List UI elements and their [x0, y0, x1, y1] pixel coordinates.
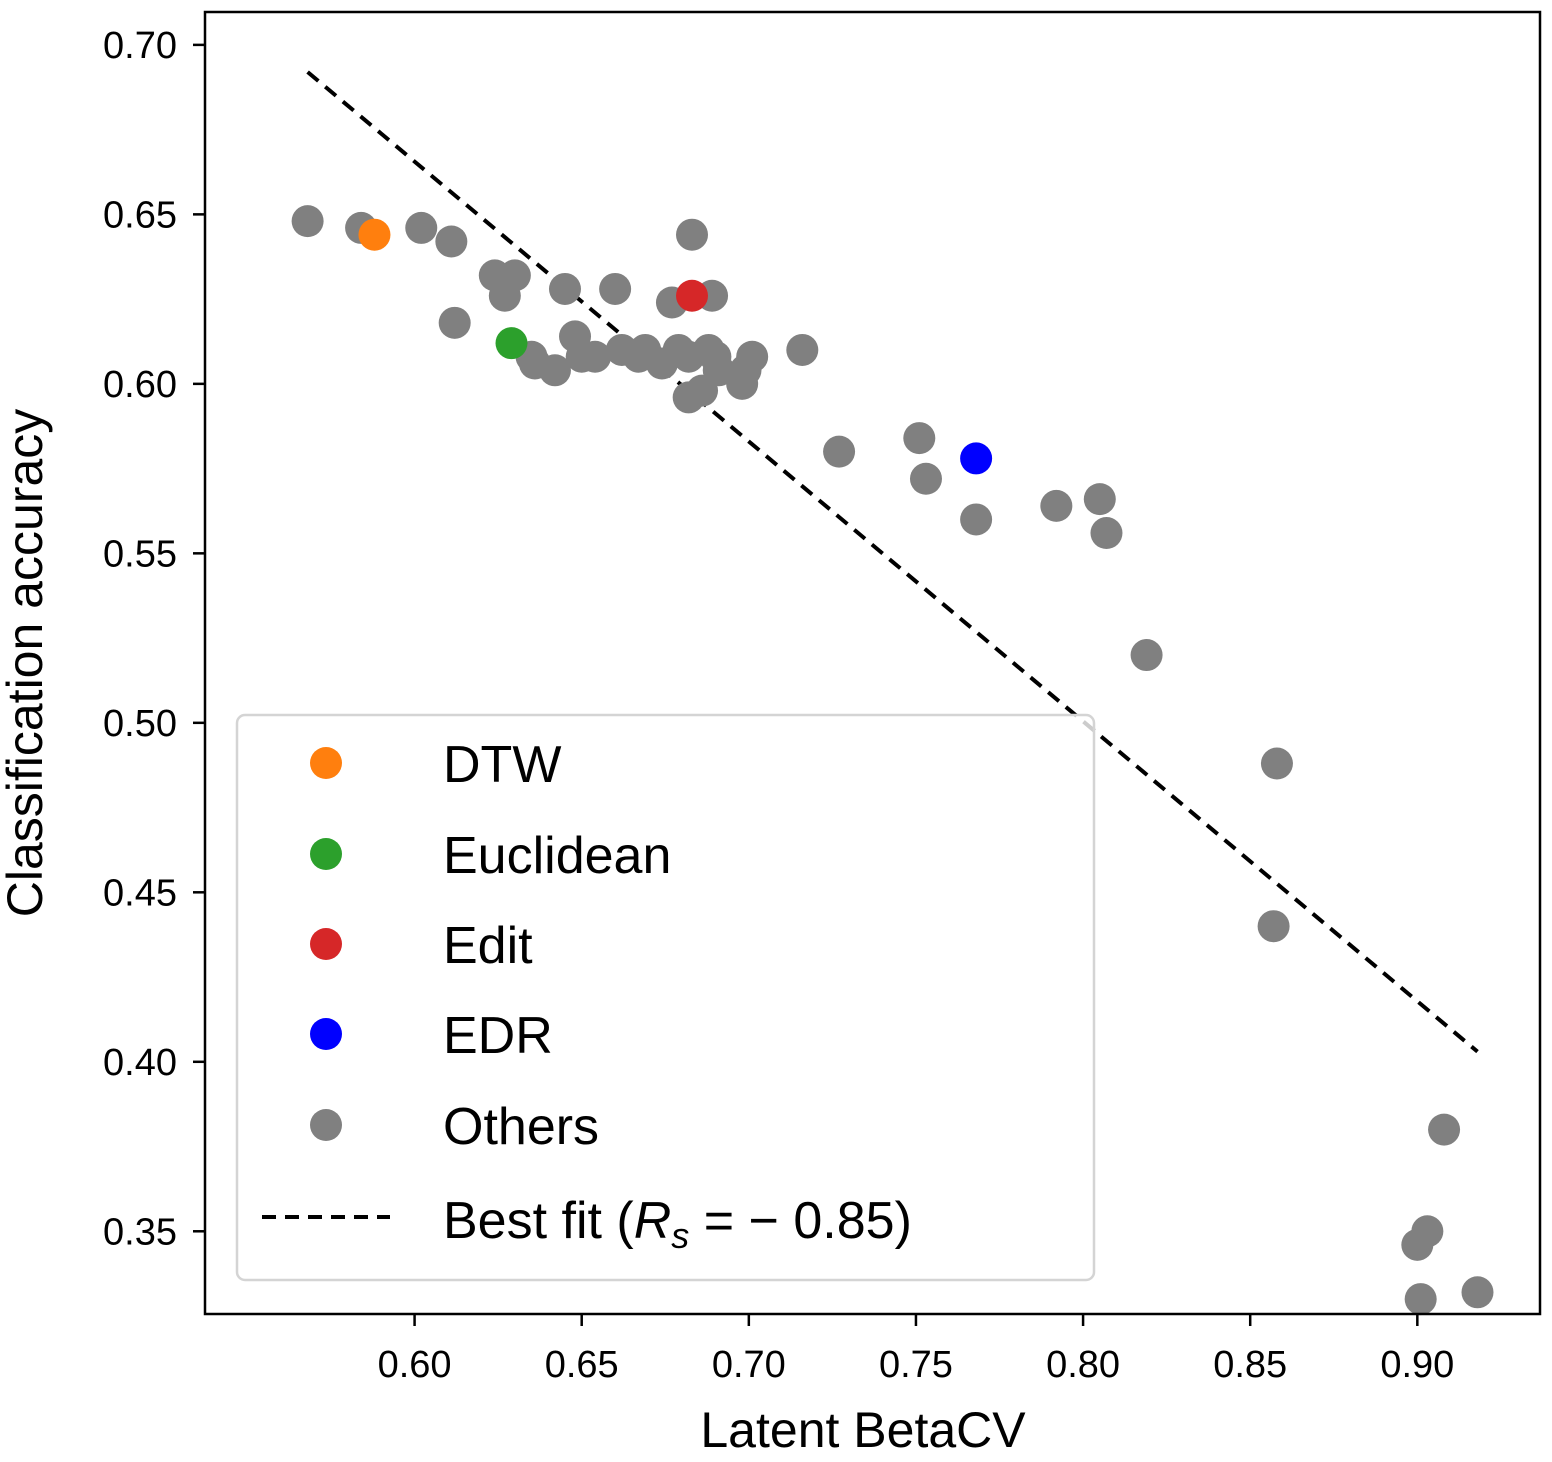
plot-frame	[203, 10, 1542, 1316]
y-tick-label: 0.40	[103, 1042, 177, 1084]
data-points	[291, 205, 1494, 1316]
point-others	[291, 205, 324, 238]
x-tick-label: 0.70	[712, 1344, 786, 1386]
y-axis-label: Classification accuracy	[0, 409, 53, 918]
point-others	[960, 503, 993, 536]
legend-fit-eq: =	[689, 1192, 748, 1250]
point-dtw	[358, 218, 391, 251]
point-others	[538, 354, 571, 387]
legend: DTW Euclidean Edit EDR Others Best fit (Rs =…	[235, 713, 1096, 1282]
point-others	[1428, 1113, 1461, 1146]
legend-label-edr: EDR	[443, 1007, 553, 1065]
legend-label-others: Others	[443, 1098, 599, 1156]
legend-marker-others	[310, 1109, 342, 1141]
point-others	[702, 354, 735, 387]
legend-fit-label: Best fit (Rs = − 0.85)	[443, 1192, 912, 1256]
point-others	[676, 218, 709, 251]
point-others	[1257, 910, 1290, 943]
legend-fit-prefix: Best fit (	[443, 1192, 634, 1250]
point-others	[435, 225, 468, 258]
x-tick-label: 0.85	[1213, 1344, 1287, 1386]
point-others	[1083, 483, 1116, 516]
point-others	[498, 259, 531, 292]
legend-fit-var: R	[634, 1192, 672, 1250]
x-tick-label: 0.60	[378, 1344, 452, 1386]
x-axis-ticks: 0.60 0.65 0.70 0.75 0.80 0.85 0.90	[378, 1314, 1454, 1386]
x-tick-label: 0.75	[879, 1344, 953, 1386]
point-euclidean	[495, 327, 528, 360]
point-others	[548, 272, 581, 305]
point-others	[579, 340, 612, 373]
legend-marker-dtw	[310, 747, 342, 779]
point-others	[903, 422, 936, 455]
point-others	[823, 435, 856, 468]
legend-label-euclidean: Euclidean	[443, 827, 671, 885]
point-others	[909, 462, 942, 495]
y-tick-label: 0.45	[103, 872, 177, 914]
legend-fit-value: − 0.85	[749, 1192, 895, 1250]
point-others	[1040, 489, 1073, 522]
x-axis-label: Latent BetaCV	[700, 1402, 1026, 1458]
point-others	[1090, 517, 1123, 550]
legend-marker-euclidean	[310, 838, 342, 870]
point-others	[405, 211, 438, 244]
point-edit	[676, 279, 709, 312]
fit-line-layer	[306, 70, 1479, 1054]
point-others	[1461, 1276, 1494, 1309]
x-tick-label: 0.90	[1380, 1344, 1454, 1386]
legend-entries: DTW Euclidean Edit EDR Others	[310, 736, 671, 1156]
y-tick-label: 0.70	[103, 25, 177, 67]
best-fit-line	[306, 70, 1479, 1054]
point-others	[736, 340, 769, 373]
point-others	[1260, 747, 1293, 780]
point-others	[786, 333, 819, 366]
y-axis-ticks: 0.35 0.40 0.45 0.50 0.55 0.60 0.65 0.70	[103, 25, 205, 1253]
y-tick-label: 0.55	[103, 533, 177, 575]
legend-box	[235, 713, 1096, 1282]
point-edr	[960, 442, 993, 475]
y-tick-label: 0.50	[103, 703, 177, 745]
legend-marker-edr	[310, 1018, 342, 1050]
point-others	[1130, 639, 1163, 672]
legend-label-edit: Edit	[443, 917, 533, 975]
legend-fit-sub: s	[671, 1215, 689, 1256]
point-others	[1411, 1215, 1444, 1248]
legend-marker-edit	[310, 928, 342, 960]
x-tick-label: 0.65	[545, 1344, 619, 1386]
y-tick-label: 0.35	[103, 1211, 177, 1253]
point-others	[599, 272, 632, 305]
y-tick-label: 0.60	[103, 364, 177, 406]
point-others	[1404, 1283, 1437, 1316]
legend-fit-suffix: )	[895, 1192, 912, 1250]
point-others	[438, 306, 471, 339]
legend-label-dtw: DTW	[443, 736, 561, 794]
y-tick-label: 0.65	[103, 194, 177, 236]
x-tick-label: 0.80	[1046, 1344, 1120, 1386]
